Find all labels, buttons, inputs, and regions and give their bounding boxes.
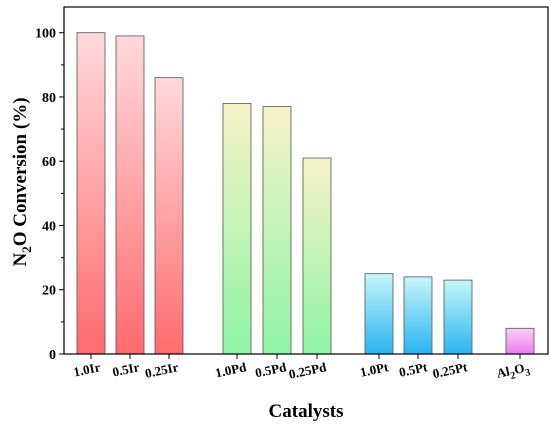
x-axis-title: Catalysts	[269, 401, 344, 422]
y-title-pre: N	[10, 253, 31, 267]
x-tick-label: 0.25Pt	[431, 359, 469, 381]
y-tick-label: 60	[42, 155, 56, 170]
y-axis: 0 20 40 60 80 100	[35, 27, 64, 363]
bar-0-5pt	[403, 276, 433, 355]
y-tick-label: 80	[42, 91, 56, 106]
y-tick-label: 0	[49, 348, 56, 363]
x-tick-label: Al2O3	[495, 359, 531, 384]
bar-0-25pt	[443, 279, 473, 355]
y-axis-title: N2O Conversion (%)	[10, 97, 34, 266]
x-tick-label: 0.5Pd	[254, 359, 289, 380]
x-tick-label: 0.25Ir	[144, 359, 180, 381]
bar-0-25pd	[302, 157, 332, 355]
y-tick-label: 40	[42, 219, 56, 234]
x-tick-label: 0.5Pt	[398, 359, 430, 380]
x-tick-label: 0.25Pd	[287, 359, 328, 382]
x-tick-label: 1.0Pd	[214, 359, 249, 380]
bar-0-25ir	[154, 77, 184, 355]
bar-0-5pd	[262, 106, 292, 355]
bar-al2o3	[505, 327, 535, 355]
bar-1-0pt	[364, 273, 394, 355]
bar-1-0ir	[76, 32, 106, 355]
y-title-sub: 2	[19, 246, 34, 253]
plot-frame	[63, 6, 549, 355]
bars-layer	[76, 32, 535, 355]
y-tick-label: 100	[35, 27, 56, 42]
x-tick-label: 0.5Ir	[111, 359, 141, 379]
y-title-post: O Conversion (%)	[10, 97, 31, 246]
x-tick-label: 1.0Pt	[359, 359, 391, 380]
y-tick-label: 20	[42, 284, 56, 299]
bar-0-5ir	[115, 35, 145, 355]
bar-1-0pd	[222, 102, 252, 355]
x-tick-label: 1.0Ir	[72, 359, 102, 379]
x-axis: 1.0Ir 0.5Ir 0.25Ir 1.0Pd 0.5Pd 0.25Pd 1.0Pt 0.5…	[72, 354, 531, 384]
